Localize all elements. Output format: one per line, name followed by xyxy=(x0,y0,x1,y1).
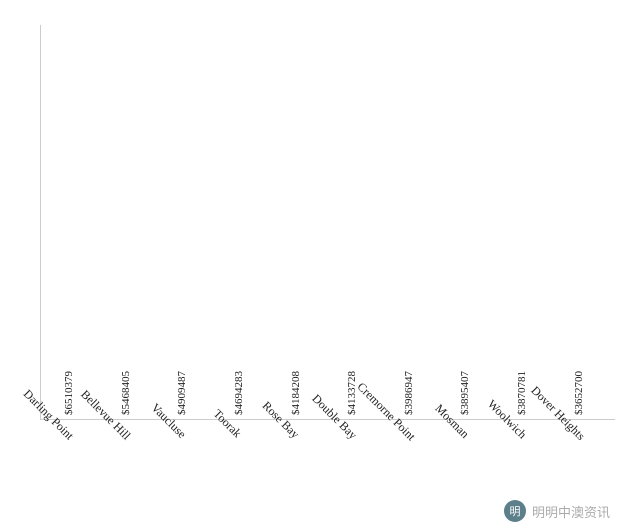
price-bar-chart: $6510379 $5468405 $4909487 $4694283 $4184208… xyxy=(0,0,640,532)
bars-container: $6510379 $5468405 $4909487 $4694283 $4184208… xyxy=(41,25,615,419)
x-label-slot: Mosman xyxy=(444,420,495,520)
x-label-slot: Vaucluse xyxy=(160,420,211,520)
bar-value-label: $3652700 xyxy=(573,371,585,415)
x-label-slot: Toorak xyxy=(217,420,268,520)
bar-value-label: $5468405 xyxy=(120,371,132,415)
watermark-avatar: 明 xyxy=(504,500,526,522)
x-label-slot: Bellevue Hill xyxy=(104,420,155,520)
plot-area: $6510379 $5468405 $4909487 $4694283 $4184208… xyxy=(40,25,615,420)
bar-value-label: $4184208 xyxy=(290,371,302,415)
x-label-slot: Rose Bay xyxy=(274,420,325,520)
watermark-text: 明明中澳资讯 xyxy=(532,502,610,521)
bar-value-label: $4909487 xyxy=(176,371,188,415)
x-label-slot: Cremorne Point xyxy=(387,420,438,520)
bar-value-label: $3986947 xyxy=(403,371,415,415)
x-label-slot: Double Bay xyxy=(331,420,382,520)
bar-value-label: $6510379 xyxy=(63,371,75,415)
bar-value-label: $3895407 xyxy=(459,371,471,415)
x-label-slot: Darling Point xyxy=(47,420,98,520)
bar-value-label: $3870781 xyxy=(516,371,528,415)
watermark: 明 明明中澳资讯 xyxy=(504,500,610,522)
bar-value-label: $4694283 xyxy=(233,371,245,415)
